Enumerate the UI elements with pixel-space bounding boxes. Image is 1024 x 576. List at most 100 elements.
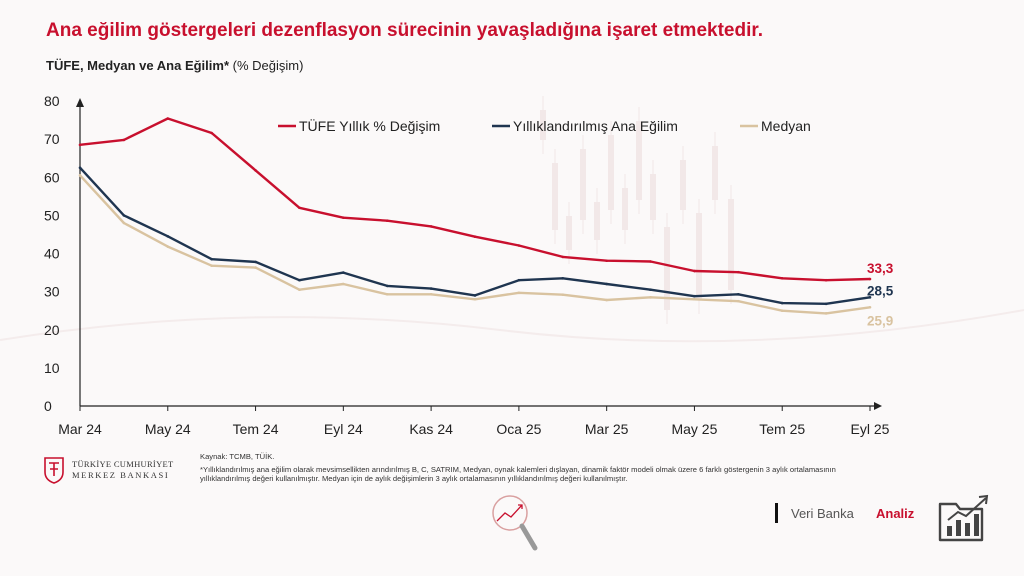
data-point xyxy=(649,288,652,292)
data-point xyxy=(693,269,696,273)
logo-line-2: MERKEZ BANKASI xyxy=(72,470,170,480)
data-point xyxy=(561,255,565,259)
data-point xyxy=(737,292,740,296)
analytics-folder-icon xyxy=(938,494,989,542)
chart-subtitle-unit: (% Değişim) xyxy=(232,58,304,73)
data-point xyxy=(122,138,126,142)
data-point xyxy=(166,245,170,248)
x-axis-arrow xyxy=(874,402,882,410)
x-tick-label: Mar 25 xyxy=(585,421,629,437)
series-line xyxy=(79,174,871,315)
data-point xyxy=(254,169,257,172)
data-point xyxy=(122,221,126,225)
legend-label: TÜFE Yıllık % Değişim xyxy=(299,117,440,134)
data-point xyxy=(78,166,82,170)
data-point xyxy=(737,299,740,303)
x-tick-label: Kas 24 xyxy=(409,421,453,437)
x-tick-label: May 25 xyxy=(671,421,717,437)
data-point xyxy=(429,225,433,228)
chart-subtitle-bold: TÜFE, Medyan ve Ana Eğilim* xyxy=(46,58,230,73)
bg-candle xyxy=(696,213,702,300)
x-tick-label: Eyl 25 xyxy=(851,421,890,437)
data-point xyxy=(473,297,477,301)
data-point xyxy=(517,278,521,282)
data-point xyxy=(605,259,608,263)
end-value-label: 33,3 xyxy=(867,261,894,276)
series-line xyxy=(79,117,871,282)
y-tick-label: 10 xyxy=(44,360,60,376)
data-point xyxy=(868,277,872,281)
data-point xyxy=(342,282,345,286)
data-point xyxy=(254,260,257,264)
bg-candle xyxy=(728,199,734,290)
x-tick-label: Oca 25 xyxy=(496,421,541,437)
chart-notes: Kaynak: TCMB, TÜİK. *Yıllıklandırılmış a… xyxy=(200,452,860,484)
bg-wave xyxy=(0,309,1024,343)
bg-candle xyxy=(594,202,600,240)
data-point xyxy=(824,302,828,306)
bg-candle xyxy=(540,110,546,140)
bg-candle xyxy=(608,135,614,210)
data-point xyxy=(385,284,389,288)
footer-divider xyxy=(775,503,778,523)
y-tick-label: 0 xyxy=(44,398,52,414)
y-tick-label: 20 xyxy=(44,322,60,338)
bg-candle xyxy=(566,216,572,250)
data-point xyxy=(649,296,652,299)
data-point xyxy=(868,296,872,299)
bg-candle xyxy=(664,227,670,310)
y-tick-label: 70 xyxy=(44,131,60,147)
data-point xyxy=(693,294,696,298)
data-point xyxy=(605,298,608,302)
bg-candle xyxy=(650,174,656,220)
data-point xyxy=(429,292,433,296)
data-point xyxy=(78,143,82,147)
logo-line-1: TÜRKİYE CUMHURİYET xyxy=(72,459,174,469)
bg-candle xyxy=(552,163,558,230)
y-tick-label: 30 xyxy=(44,284,60,300)
source-note: Kaynak: TCMB, TÜİK. xyxy=(200,452,275,461)
bg-candle xyxy=(622,188,628,230)
y-tick-label: 60 xyxy=(44,169,60,185)
legend-label: Medyan xyxy=(761,118,811,134)
data-point xyxy=(122,214,126,217)
data-point xyxy=(868,305,872,309)
data-point xyxy=(254,266,257,269)
page-title: Ana eğilim göstergeleri dezenflasyon sür… xyxy=(46,20,763,41)
x-tick-label: Eyl 24 xyxy=(324,421,363,437)
y-tick-label: 50 xyxy=(44,207,60,223)
data-point xyxy=(210,264,213,268)
footer-analiz: Analiz xyxy=(876,506,915,521)
bg-candle xyxy=(580,149,586,220)
data-point xyxy=(78,174,82,177)
data-point xyxy=(561,276,565,280)
data-point xyxy=(824,312,828,315)
data-point xyxy=(780,301,784,305)
data-point xyxy=(737,270,740,274)
x-tick-label: May 24 xyxy=(145,421,191,437)
x-tick-label: Tem 25 xyxy=(759,421,805,437)
data-point xyxy=(298,288,301,292)
data-point xyxy=(166,117,170,120)
footnote: *Yıllıklandırılmış ana eğilim olarak mev… xyxy=(200,464,836,484)
footer-veri-banka: Veri Banka xyxy=(791,506,854,521)
data-point xyxy=(166,235,170,238)
chart-subtitle: TÜFE, Medyan ve Ana Eğilim* (% Değişim) xyxy=(46,58,303,73)
data-point xyxy=(517,244,521,247)
data-point xyxy=(561,293,565,296)
data-point xyxy=(342,216,345,219)
data-point xyxy=(473,294,477,297)
y-tick-label: 80 xyxy=(44,93,60,109)
y-tick-label: 40 xyxy=(44,246,60,262)
data-point xyxy=(605,282,608,286)
data-point xyxy=(210,257,213,261)
data-point xyxy=(780,276,784,280)
cbrt-logo: TÜRKİYE CUMHURİYET MERKEZ BANKASI xyxy=(42,456,174,484)
y-axis-arrow xyxy=(76,98,84,107)
data-point xyxy=(429,287,433,290)
bg-candle xyxy=(636,121,642,200)
data-point xyxy=(298,206,301,210)
data-point xyxy=(693,297,696,301)
line-chart: 0 10 20 30 40 50 60 70 80 Mar 24 May 24 Tem 24 Eyl 2… xyxy=(44,93,894,437)
x-tick-label: Mar 24 xyxy=(58,421,102,437)
